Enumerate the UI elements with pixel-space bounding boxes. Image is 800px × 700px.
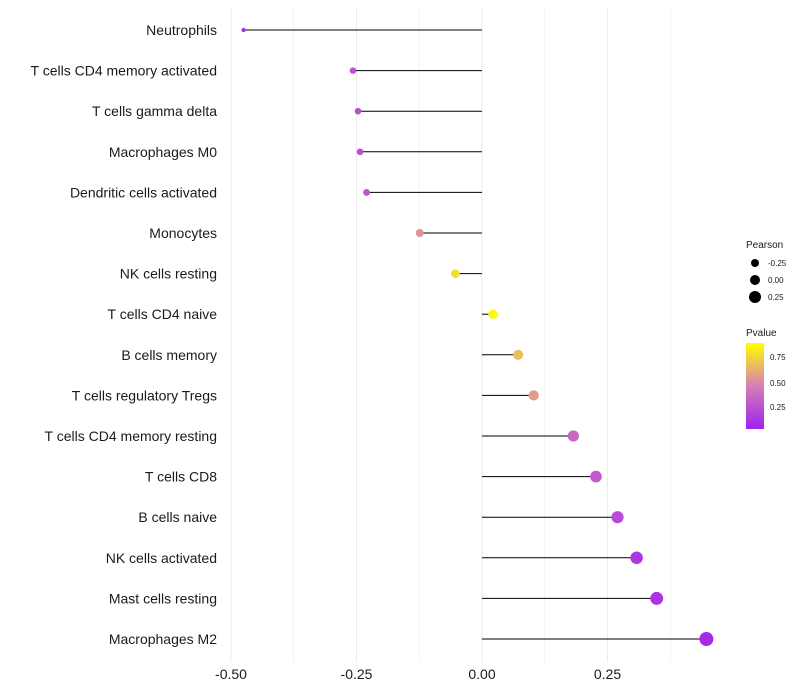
category-label: T cells CD8	[145, 469, 217, 485]
x-tick-label: -0.50	[215, 666, 247, 682]
lollipop-point	[356, 148, 364, 156]
size-legend-dot-2	[750, 275, 760, 285]
color-legend-label-1: 0.75	[770, 353, 786, 362]
category-label: NK cells activated	[106, 550, 217, 566]
x-axis-ticks: -0.50 -0.25 0.00 0.25	[215, 666, 621, 682]
lollipop-segments	[243, 29, 707, 640]
lollipop-point	[451, 269, 460, 278]
category-label: NK cells resting	[120, 266, 217, 282]
y-axis-labels: Neutrophils T cells CD4 memory activated T…	[31, 22, 218, 647]
size-legend-label-2: 0.00	[768, 276, 784, 285]
size-legend-dot-3	[749, 291, 761, 303]
color-legend-label-3: 0.25	[770, 403, 786, 412]
color-legend-title: Pvalue	[746, 328, 777, 339]
size-legend-dot-1	[751, 259, 759, 267]
category-label: Macrophages M0	[109, 144, 217, 160]
lollipop-point	[650, 591, 664, 605]
color-legend-label-2: 0.50	[770, 379, 786, 388]
category-label: B cells memory	[121, 347, 217, 363]
lollipop-point	[354, 107, 362, 115]
lollipop-point	[349, 67, 357, 74]
category-label: T cells CD4 memory resting	[45, 428, 217, 444]
category-label: T cells gamma delta	[92, 103, 217, 119]
category-label: T cells CD4 memory activated	[31, 63, 217, 79]
x-tick-label: 0.00	[468, 666, 495, 682]
category-label: Macrophages M2	[109, 631, 217, 647]
lollipop-point	[528, 390, 539, 401]
lollipop-point	[488, 309, 498, 319]
lollipop-point	[590, 470, 602, 483]
category-label: T cells regulatory Tregs	[72, 387, 217, 403]
lollipop-point	[241, 27, 246, 33]
category-label: Neutrophils	[146, 22, 217, 38]
category-label: Monocytes	[149, 225, 217, 241]
x-tick-label: 0.25	[594, 666, 621, 682]
category-label: T cells CD4 naive	[108, 306, 218, 322]
lollipop-point	[567, 430, 579, 442]
size-legend-title: Pearson	[746, 240, 783, 251]
legend: Pearson -0.25 0.00 0.25 Pvalue 0.75 0.50…	[746, 240, 787, 429]
lollipop-points	[241, 27, 714, 646]
category-label: Dendritic cells activated	[70, 184, 217, 200]
x-tick-label: -0.25	[341, 666, 373, 682]
lollipop-point	[630, 551, 643, 565]
lollipop-point	[513, 349, 524, 360]
lollipop-point	[363, 188, 370, 196]
size-legend-label-3: 0.25	[768, 293, 784, 302]
category-label: B cells naive	[138, 509, 217, 525]
lollipop-point	[699, 632, 714, 646]
lollipop-point	[415, 229, 424, 237]
color-legend-bar	[746, 343, 764, 429]
size-legend-label-1: -0.25	[768, 259, 787, 268]
grid-lines	[230, 8, 671, 662]
category-label: Mast cells resting	[109, 590, 217, 606]
lollipop-point	[611, 511, 624, 524]
